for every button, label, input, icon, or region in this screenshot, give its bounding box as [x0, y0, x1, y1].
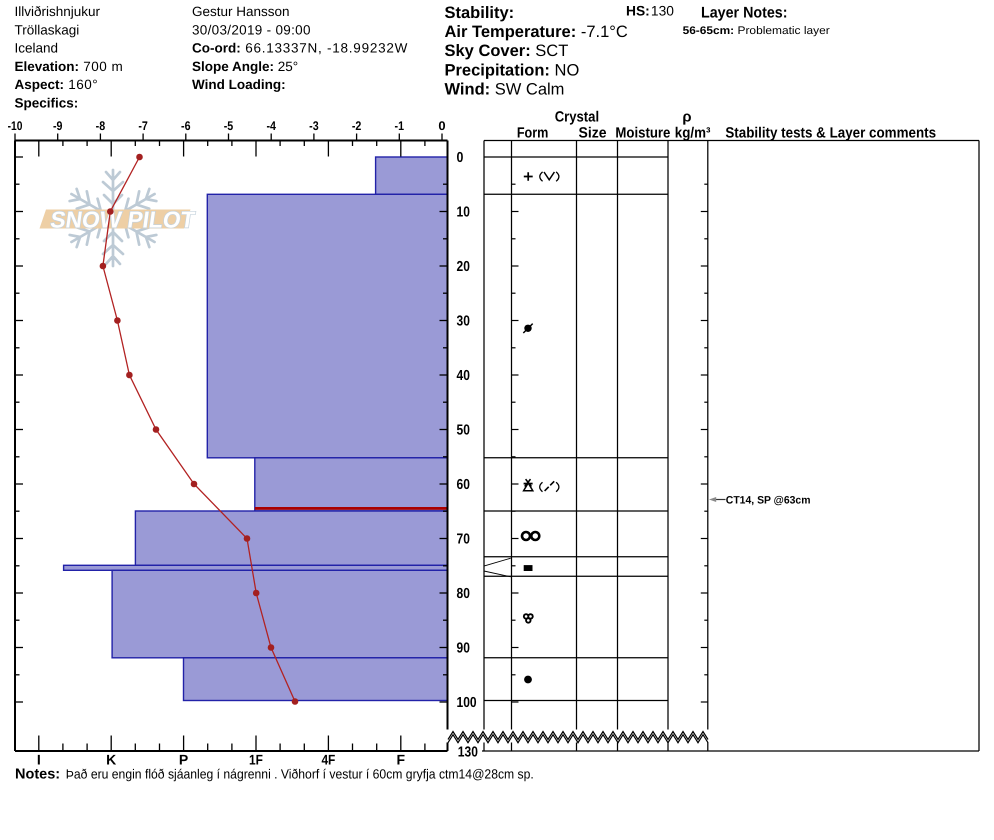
- svg-text:Aspect: 160°: Aspect: 160°: [15, 77, 99, 92]
- svg-text:I: I: [37, 751, 41, 767]
- svg-text:Form: Form: [517, 125, 549, 141]
- svg-text:-2: -2: [352, 119, 362, 133]
- svg-text:56-65cm:: 56-65cm:: [683, 25, 735, 37]
- svg-text:20: 20: [457, 259, 470, 275]
- svg-text:30: 30: [457, 314, 470, 330]
- svg-text:Notes:: Notes:: [15, 767, 60, 783]
- svg-text:Elevation: 700 m: Elevation: 700 m: [15, 59, 124, 74]
- svg-text:F: F: [397, 751, 406, 767]
- svg-text:100: 100: [457, 695, 477, 711]
- svg-text:Wind: SW Calm: Wind: SW Calm: [445, 81, 565, 99]
- svg-text:Co-ord: 66.13337N, -18.99232W: Co-ord: 66.13337N, -18.99232W: [192, 41, 408, 56]
- svg-text:Stability tests & Layer commen: Stability tests & Layer comments: [725, 125, 936, 141]
- svg-text:130: 130: [458, 745, 478, 761]
- svg-text:-8: -8: [96, 119, 106, 133]
- svg-text:4F: 4F: [321, 751, 335, 767]
- svg-text:-3: -3: [309, 119, 319, 133]
- svg-text:60: 60: [457, 477, 470, 493]
- svg-text:30/03/2019 - 09:00: 30/03/2019 - 09:00: [192, 22, 311, 37]
- svg-text:Það eru engin flóð sjáanleg í: Það eru engin flóð sjáanleg í nágrenni .…: [66, 767, 534, 782]
- svg-text:40: 40: [457, 368, 470, 384]
- svg-text:Slope Angle: 25°: Slope Angle: 25°: [192, 59, 298, 74]
- svg-text:-5: -5: [224, 119, 234, 133]
- svg-text:Tröllaskagi: Tröllaskagi: [15, 22, 80, 37]
- svg-text:Crystal: Crystal: [555, 109, 599, 125]
- svg-text:Specifics:: Specifics:: [15, 96, 79, 111]
- svg-text:-4: -4: [266, 119, 276, 133]
- svg-text:-6: -6: [181, 119, 191, 133]
- svg-text:-1: -1: [395, 119, 405, 133]
- svg-text:-10: -10: [8, 119, 23, 133]
- svg-text:Precipitation: NO: Precipitation: NO: [445, 61, 580, 79]
- svg-text:P: P: [179, 751, 188, 767]
- svg-text:50: 50: [457, 423, 470, 439]
- svg-text:ρ: ρ: [682, 109, 691, 125]
- svg-text:130: 130: [651, 4, 674, 19]
- svg-text:Moisture: Moisture: [615, 125, 670, 141]
- svg-text:kg/m³: kg/m³: [675, 125, 711, 141]
- svg-text:SNOW PILOT: SNOW PILOT: [49, 207, 197, 233]
- svg-text:HS:: HS:: [626, 4, 650, 19]
- svg-text:Wind Loading:: Wind Loading:: [192, 77, 286, 92]
- svg-text:0: 0: [457, 150, 464, 166]
- svg-text:CT14, SP @63cm: CT14, SP @63cm: [726, 494, 811, 506]
- svg-text:Iceland: Iceland: [15, 41, 59, 56]
- svg-text:80: 80: [457, 586, 470, 602]
- svg-text:10: 10: [457, 205, 470, 221]
- svg-text:90: 90: [457, 641, 470, 657]
- svg-text:Layer Notes:: Layer Notes:: [701, 5, 788, 22]
- svg-text:Air Temperature: -7.1°C: Air Temperature: -7.1°C: [445, 23, 628, 41]
- svg-text:Sky Cover: SCT: Sky Cover: SCT: [445, 42, 569, 60]
- svg-text:-9: -9: [53, 119, 63, 133]
- svg-text:Gestur Hansson: Gestur Hansson: [192, 4, 290, 19]
- svg-text:Stability:: Stability:: [445, 4, 515, 22]
- svg-text:Illviðrishnjukur: Illviðrishnjukur: [15, 4, 101, 19]
- svg-text:K: K: [106, 751, 116, 767]
- svg-text:-7: -7: [138, 119, 148, 133]
- svg-text:1F: 1F: [249, 751, 263, 767]
- svg-text:Size: Size: [579, 125, 607, 141]
- svg-text:70: 70: [457, 532, 470, 548]
- svg-text:Problematic layer: Problematic layer: [738, 25, 831, 37]
- svg-text:0: 0: [438, 119, 445, 133]
